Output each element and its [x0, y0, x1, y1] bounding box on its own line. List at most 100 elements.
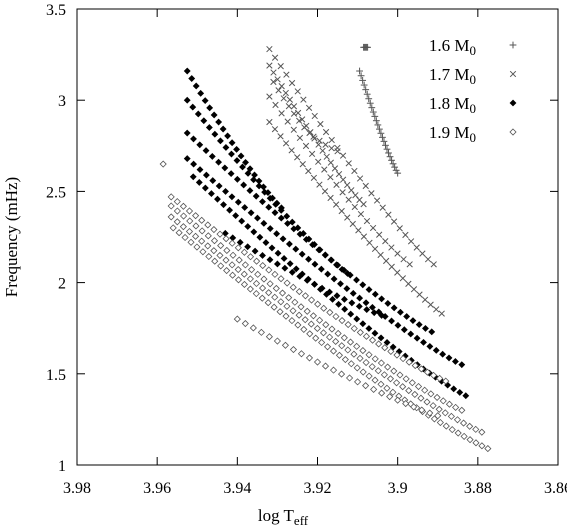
data-point [285, 240, 293, 248]
data-point [347, 310, 355, 318]
data-point [221, 229, 229, 237]
data-point [360, 81, 368, 89]
data-point [448, 426, 456, 434]
data-point [289, 307, 297, 315]
data-point [389, 160, 397, 168]
data-point [283, 302, 291, 310]
data-point [351, 203, 358, 211]
data-point [478, 428, 486, 436]
data-point [202, 147, 210, 155]
data-point [252, 192, 260, 200]
data-point [175, 229, 183, 237]
data-point [296, 134, 304, 142]
data-point [282, 312, 290, 320]
data-point [402, 400, 410, 408]
data-point [452, 403, 460, 411]
data-point [460, 419, 468, 427]
data-point [205, 124, 213, 131]
data-point [356, 354, 364, 362]
data-point [234, 244, 242, 252]
x-tick-label: 3.96 [143, 480, 171, 497]
x-tick-label: 3.9 [388, 480, 408, 497]
data-point [339, 152, 347, 159]
data-point [353, 315, 361, 323]
data-point [198, 216, 206, 224]
data-point [384, 299, 392, 307]
data-point [332, 337, 340, 346]
data-point [302, 142, 310, 150]
data-point [402, 375, 410, 383]
data-point [187, 238, 195, 246]
data-point [296, 230, 304, 238]
data-point [363, 90, 371, 98]
data-point [383, 339, 391, 346]
data-point [306, 330, 314, 338]
data-point [204, 242, 212, 250]
data-point [389, 343, 397, 351]
data-point [379, 133, 386, 141]
data-point [348, 187, 355, 194]
data-point [272, 101, 279, 109]
data-point [233, 145, 240, 153]
data-point [232, 212, 240, 220]
data-point [169, 224, 177, 232]
data-point [198, 227, 206, 235]
series [356, 43, 402, 177]
data-point [333, 292, 341, 300]
data-point [407, 330, 415, 338]
data-point [198, 237, 206, 245]
data-point [294, 154, 301, 161]
data-point [321, 166, 328, 173]
data-point [322, 141, 329, 148]
data-point [285, 294, 293, 302]
data-point [279, 235, 287, 243]
data-point [186, 217, 194, 225]
data-point [370, 309, 378, 317]
data-point [339, 189, 346, 196]
data-point [421, 386, 429, 394]
data-point [271, 126, 279, 133]
data-point [258, 284, 267, 292]
data-point [371, 376, 379, 384]
data-point [286, 260, 294, 268]
data-point [362, 86, 370, 94]
data-point [384, 363, 392, 371]
data-point [422, 324, 429, 332]
legend-marker [509, 128, 517, 136]
data-point [217, 242, 225, 250]
data-point [235, 256, 243, 264]
data-point [201, 184, 209, 192]
data-point [390, 367, 398, 375]
data-point [366, 239, 373, 246]
data-point [219, 125, 227, 133]
data-point [189, 103, 197, 111]
data-point [426, 342, 434, 350]
data-point [244, 243, 252, 251]
data-point [439, 350, 447, 358]
data-point [419, 250, 426, 257]
data-point [413, 334, 421, 342]
data-point [328, 256, 335, 264]
data-point [320, 304, 328, 312]
data-point [277, 214, 285, 222]
data-point [317, 265, 325, 273]
data-point [339, 176, 347, 183]
data-point [210, 247, 218, 255]
data-point [298, 250, 306, 258]
data-point [377, 129, 385, 137]
data-point [340, 266, 348, 274]
data-point [321, 251, 329, 259]
data-point [288, 147, 295, 154]
data-point [391, 163, 399, 171]
data-point [308, 150, 316, 158]
data-point [341, 305, 349, 313]
data-point [359, 320, 367, 328]
data-point [314, 300, 322, 308]
data-point [396, 371, 404, 379]
data-point [323, 343, 332, 351]
data-point [288, 317, 296, 325]
data-point [208, 152, 216, 160]
data-point [399, 275, 406, 282]
data-point [388, 156, 395, 164]
data-point [273, 260, 281, 268]
